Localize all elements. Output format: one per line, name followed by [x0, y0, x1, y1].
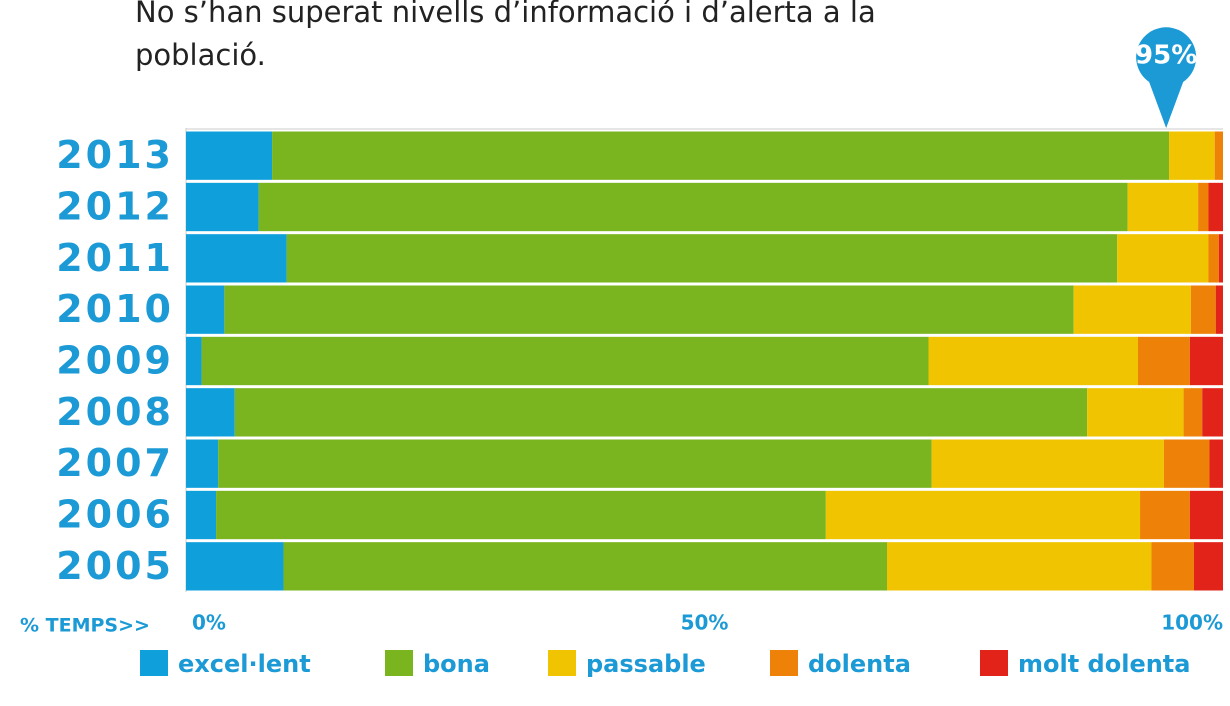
bar-segment: [218, 439, 932, 488]
bar-segment: [201, 336, 929, 386]
bar-segment: [186, 336, 202, 386]
bar-segment: [186, 285, 225, 334]
bar-segment: [1190, 285, 1216, 334]
bar-segment: [186, 439, 219, 488]
bar-segment: [1202, 388, 1223, 437]
legend-swatch: [548, 650, 576, 676]
bar-segment: [928, 336, 1138, 386]
bar-segment: [234, 388, 1088, 437]
x-tick-label: 0%: [192, 611, 226, 635]
bar-segment: [1208, 182, 1223, 232]
x-axis-label: % TEMPS>>: [20, 615, 150, 637]
x-tick-label: 100%: [1161, 611, 1223, 635]
bar-segment: [283, 542, 888, 591]
bar-segment: [1137, 336, 1190, 386]
legend-label: dolenta: [808, 650, 911, 678]
bar-segment: [1163, 439, 1210, 488]
bar-segment: [825, 490, 1141, 540]
bar-segment: [1087, 388, 1184, 437]
legend-label: excel·lent: [178, 650, 311, 678]
bar-segment: [216, 490, 826, 540]
bar-segment: [1189, 490, 1223, 540]
bar-segment: [1169, 131, 1215, 180]
y-tick-label: 2007: [56, 441, 174, 485]
bar-segment: [1140, 490, 1190, 540]
bar-segment: [1117, 234, 1209, 283]
bar-segment: [1183, 388, 1203, 437]
annotation: 95%: [1135, 27, 1197, 128]
legend-swatch: [980, 650, 1008, 676]
bar-segment: [1193, 542, 1223, 591]
y-tick-label: 2013: [56, 133, 174, 177]
bar-segment: [1127, 182, 1199, 232]
bar-segment: [224, 285, 1074, 334]
y-tick-label: 2010: [56, 287, 174, 331]
bar-segment: [258, 182, 1128, 232]
bar-segment: [186, 542, 284, 591]
bar-segment: [1208, 234, 1219, 283]
legend-label: bona: [423, 650, 490, 678]
bar-segment: [186, 490, 217, 540]
bar-segment: [272, 131, 1170, 180]
chart-title: No s’han superat nivells d’informació i …: [135, 0, 876, 72]
bar-segment: [1215, 285, 1223, 334]
legend-label: passable: [586, 650, 706, 678]
y-tick-label: 2009: [56, 339, 174, 383]
y-tick-label: 2005: [56, 544, 174, 588]
bar-segment: [1209, 439, 1223, 488]
bar-segment: [931, 439, 1164, 488]
legend-swatch: [770, 650, 798, 676]
bar-segment: [1214, 131, 1223, 180]
bar-segment: [1198, 182, 1209, 232]
annotation-label: 95%: [1135, 41, 1197, 71]
bar-segment: [186, 182, 259, 232]
bar-segment: [1218, 234, 1223, 283]
bar-segment: [186, 388, 235, 437]
bar-segment: [1073, 285, 1191, 334]
annotation-pin: [1136, 27, 1197, 128]
y-tick-label: 2008: [56, 390, 174, 434]
legend-swatch: [140, 650, 168, 676]
legend-label: molt dolenta: [1018, 650, 1190, 678]
x-tick-label: 50%: [681, 611, 729, 635]
y-tick-label: 2012: [56, 185, 174, 229]
bar-segment: [1151, 542, 1194, 591]
bar-segment: [186, 234, 287, 283]
y-tick-label: 2011: [56, 236, 174, 280]
bar-segment: [186, 131, 273, 180]
bar-segment: [887, 542, 1152, 591]
bar-segment: [286, 234, 1118, 283]
bar-segment: [1189, 336, 1223, 386]
legend-swatch: [385, 650, 413, 676]
y-tick-label: 2006: [56, 493, 174, 537]
